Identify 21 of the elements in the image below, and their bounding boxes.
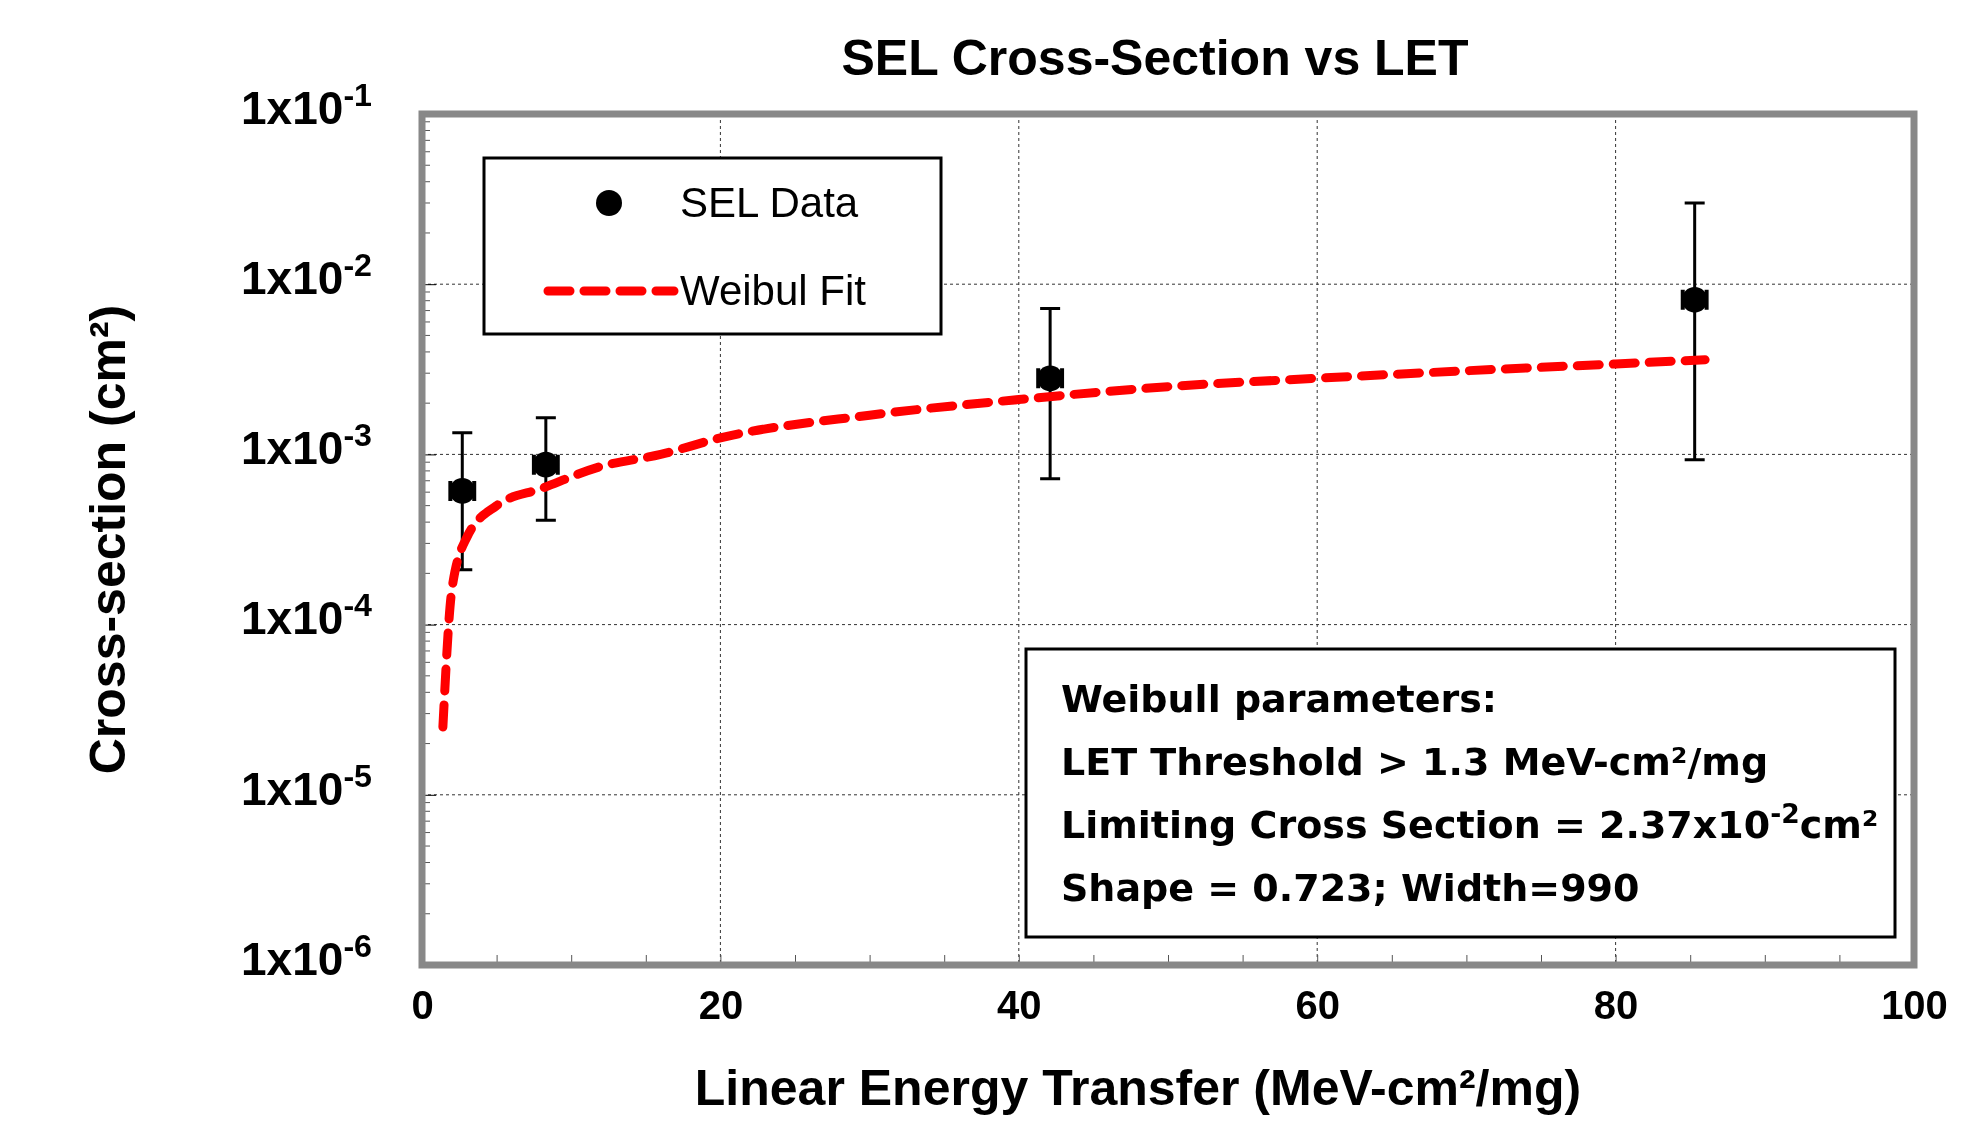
y-tick-label: 1x10$^{-1}$ [241, 76, 372, 134]
y-tick-label: 1x10$^{-3}$ [241, 417, 372, 475]
y-axis-title: Cross-section (cm²) [80, 304, 136, 775]
chart-title: SEL Cross-Section vs LET [841, 30, 1469, 86]
x-tick-label: 80 [1593, 983, 1639, 1028]
y-tick-label: 1x10$^{-2}$ [241, 246, 372, 304]
x-tick-label: 20 [698, 983, 744, 1028]
y-tick-label: 1x10$^{-6}$ [241, 927, 372, 985]
x-tick-label: 40 [997, 983, 1042, 1028]
annotation: Weibull parameters: [1061, 677, 1497, 721]
x-tick-label: 60 [1295, 983, 1340, 1028]
annotation: Limiting Cross Section = 2.37x10$^{-2}$cm² [1061, 797, 1879, 847]
x-axis-title: Linear Energy Transfer (MeV-cm²/mg) [694, 1060, 1582, 1116]
x-tick-label: 100 [1881, 983, 1948, 1028]
annotation: Shape = 0.723; Width=990 [1061, 866, 1640, 910]
legend-label: SEL Data [680, 179, 859, 226]
legend-label: Weibul Fit [680, 267, 867, 314]
y-tick-label: 1x10$^{-4}$ [241, 587, 373, 645]
x-tick-label: 0 [411, 983, 434, 1028]
annotation: LET Threshold > 1.3 MeV-cm²/mg [1061, 740, 1769, 784]
y-tick-label: 1x10$^{-5}$ [241, 757, 372, 815]
